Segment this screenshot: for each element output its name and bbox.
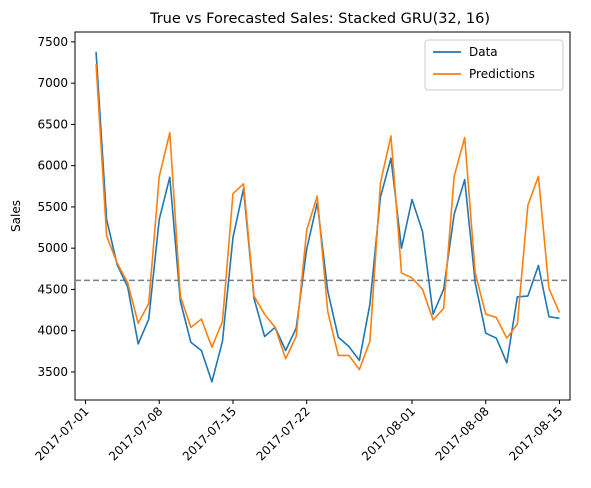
plot-frame	[74, 31, 571, 401]
y-tick-label: 7000	[37, 76, 68, 90]
y-tick-label: 5500	[37, 200, 68, 214]
chart-title: True vs Forecasted Sales: Stacked GRU(32…	[149, 11, 490, 27]
series-data	[95, 51, 560, 383]
legend-label-data: Data	[469, 45, 498, 59]
series-line-predictions	[95, 64, 561, 371]
y-tick-label: 4500	[37, 282, 68, 296]
y-tick-label: 6000	[37, 159, 68, 173]
y-tick-label: 7500	[37, 35, 68, 49]
y-tick-label: 6500	[37, 117, 68, 131]
y-tick-label: 5000	[37, 241, 68, 255]
y-axis-label: Sales	[9, 200, 23, 232]
plot-area	[74, 31, 571, 401]
y-axis: 3500 4000 4500 5000 5500 6000 6500 7000 7500	[37, 35, 75, 379]
y-tick-label: 3500	[37, 365, 68, 379]
y-tick-label: 4000	[37, 324, 68, 338]
series-predictions	[95, 64, 561, 371]
series-line-data	[95, 51, 560, 383]
legend-label-predictions: Predictions	[469, 67, 535, 81]
series-layer	[95, 51, 561, 383]
legend: Data Predictions	[424, 39, 564, 91]
